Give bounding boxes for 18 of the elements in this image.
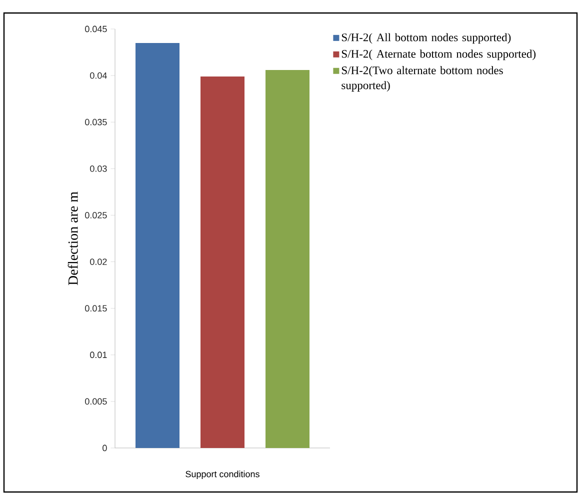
y-tick-label: 0 (102, 444, 107, 452)
y-tick-label: 0.02 (90, 258, 107, 265)
legend-label: S/H-2( Aternate bottom nodes supported) (342, 50, 536, 60)
y-tick-label: 0.015 (85, 305, 107, 312)
y-tick-label: 0.005 (85, 398, 107, 405)
y-axis-title: Deflection are m (68, 192, 78, 286)
y-tick-label: 0.045 (85, 26, 107, 32)
bar (200, 76, 244, 448)
y-tick-label: 0.01 (90, 352, 107, 358)
bar (136, 42, 180, 448)
y-tick-label: 0.035 (85, 118, 107, 126)
y-tick-label: 0.025 (85, 212, 107, 218)
y-tick-label: 0.04 (90, 72, 107, 79)
y-tick-label: 0.03 (90, 165, 107, 172)
bar (266, 70, 310, 448)
legend-label: S/H-2( All bottom nodes supported) (342, 33, 511, 44)
x-axis-title: Support conditions (186, 470, 260, 480)
legend-label: S/H-2(Two alternate bottom nodes supported) (342, 66, 503, 92)
